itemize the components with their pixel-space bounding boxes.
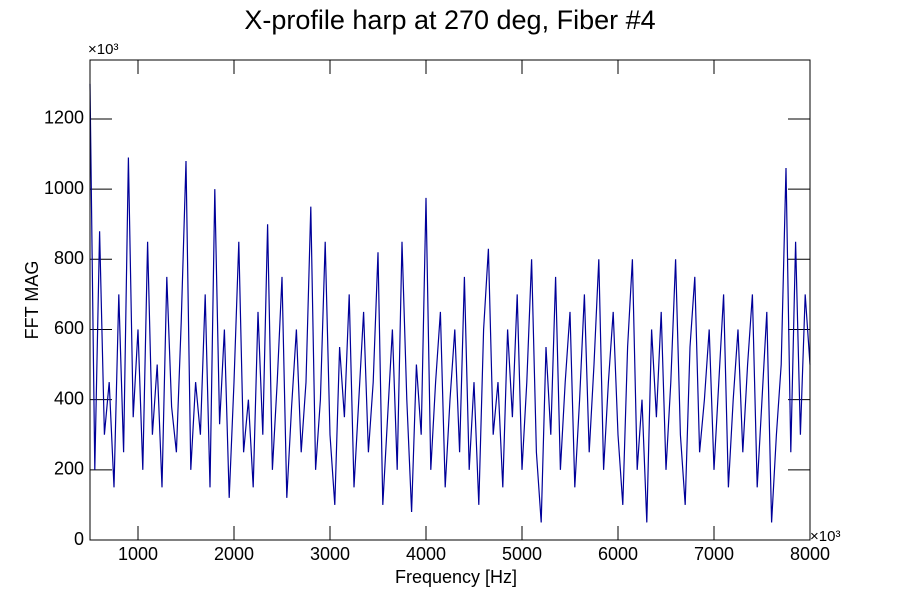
y-tick-label: 400 — [54, 388, 84, 408]
y-tick-label: 1200 — [44, 108, 84, 128]
x-tick-label: 7000 — [694, 544, 734, 564]
x-tick-label: 3000 — [310, 544, 350, 564]
y-tick-label: 200 — [54, 459, 84, 479]
x-tick-label: 6000 — [598, 544, 638, 564]
y-tick-label: 1000 — [44, 178, 84, 198]
chart-title: X-profile harp at 270 deg, Fiber #4 — [244, 5, 655, 35]
y-tick-label: 0 — [74, 529, 84, 549]
x-multiplier: ×10³ — [810, 528, 840, 545]
x-tick-label: 4000 — [406, 544, 446, 564]
y-tick-label: 600 — [54, 318, 84, 338]
data-line — [89, 83, 811, 523]
x-axis-label: Frequency [Hz] — [395, 567, 517, 587]
x-tick-label: 2000 — [214, 544, 254, 564]
plot-frame — [89, 59, 811, 541]
x-tick-label: 1000 — [118, 544, 158, 564]
y-multiplier: ×10³ — [88, 41, 118, 58]
x-tick-label: 5000 — [502, 544, 542, 564]
y-axis-label: FFT MAG — [22, 261, 42, 340]
x-tick-label: 8000 — [790, 544, 830, 564]
y-tick-label: 800 — [54, 248, 84, 268]
